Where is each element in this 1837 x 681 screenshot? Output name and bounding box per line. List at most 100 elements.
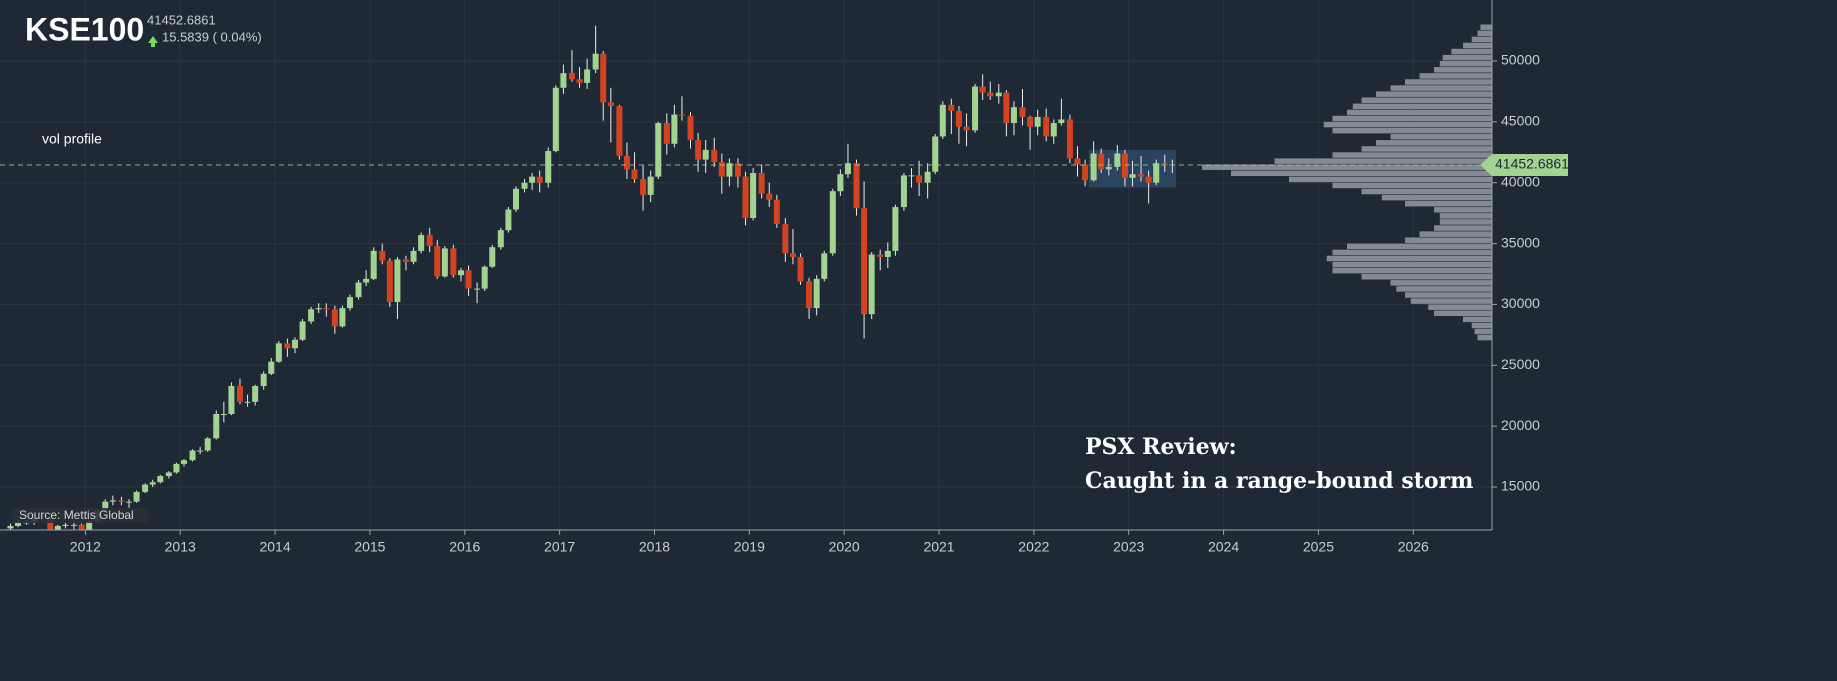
candle-body: [346, 297, 353, 309]
candle-body: [481, 266, 488, 289]
candle-body: [323, 308, 330, 310]
x-tick-label: 2019: [734, 539, 765, 555]
candle-body: [695, 140, 702, 160]
candle-body: [173, 463, 180, 473]
candle-body: [331, 309, 338, 327]
candle-body: [671, 114, 678, 144]
profile-bar: [1274, 158, 1492, 164]
profile-bar: [1451, 48, 1492, 55]
profile-bar: [1405, 237, 1492, 243]
candle-body: [884, 250, 891, 257]
candle-body: [932, 136, 939, 172]
y-tick-label: 50000: [1501, 52, 1540, 68]
profile-bar: [1405, 200, 1492, 207]
candle-body: [766, 193, 773, 200]
candle-body: [394, 259, 401, 303]
candle-body: [54, 525, 61, 530]
candle-body: [545, 151, 552, 183]
profile-bar: [1326, 255, 1492, 262]
candle-body: [655, 123, 662, 177]
candle-body: [987, 92, 994, 97]
x-tick-label: 2017: [544, 539, 575, 555]
candle-body: [1105, 166, 1112, 170]
profile-bar: [1463, 42, 1492, 49]
candle-body: [607, 102, 614, 107]
candle-body: [979, 86, 986, 93]
candles: [7, 25, 1177, 530]
profile-bar: [1442, 54, 1492, 61]
candle-body: [853, 163, 860, 209]
candle-body: [1098, 153, 1105, 170]
candle-body: [789, 253, 796, 257]
chart-title: KSE100: [25, 11, 144, 47]
candle-body: [1082, 164, 1089, 181]
candle-body: [868, 254, 875, 315]
candle-body: [1129, 174, 1136, 178]
profile-bar: [1361, 97, 1492, 103]
up-arrow: [148, 36, 158, 47]
x-tick-label: 2014: [259, 539, 290, 555]
profile-bar: [1332, 249, 1492, 256]
last-price-label: 41452.6861: [1495, 156, 1568, 172]
x-tick-label: 2015: [354, 539, 385, 555]
candle-body: [284, 343, 291, 349]
x-tick-label: 2025: [1303, 539, 1334, 555]
y-tick-label: 30000: [1501, 295, 1540, 311]
candle-body: [315, 308, 322, 310]
profile-bar: [1347, 243, 1492, 250]
candle-body: [426, 235, 433, 247]
profile-bar: [1332, 115, 1492, 122]
candle-body: [861, 208, 868, 315]
profile-bar: [1390, 134, 1492, 140]
candle-body: [1043, 116, 1050, 137]
candle-body: [750, 172, 757, 219]
profile-bar: [1323, 121, 1492, 128]
candle-body: [711, 149, 718, 163]
profile-bar: [1419, 231, 1492, 237]
candle-body: [647, 176, 654, 195]
candle-body: [1058, 119, 1065, 124]
candle-body: [339, 308, 346, 327]
candle-body: [457, 270, 464, 276]
profile-bar: [1471, 36, 1492, 43]
candle-body: [7, 525, 14, 529]
candle-body: [474, 288, 481, 290]
candle-body: [505, 209, 512, 231]
candle-body: [244, 401, 251, 403]
x-tick-label: 2016: [449, 539, 480, 555]
profile-bar: [1434, 225, 1492, 231]
candle-body: [118, 500, 125, 502]
candle-body: [149, 482, 156, 485]
candle-body: [1066, 119, 1073, 159]
candle-body: [908, 175, 915, 177]
profile-bar: [1463, 316, 1492, 323]
candle-body: [86, 521, 93, 530]
profile-bar: [1352, 103, 1492, 110]
candle-body: [640, 179, 647, 195]
candle-body: [734, 163, 741, 177]
candle-body: [892, 207, 899, 251]
candle-body: [379, 250, 386, 261]
candle-body: [576, 79, 583, 83]
candle-body: [102, 501, 109, 511]
profile-bar: [1405, 79, 1492, 85]
profile-bar: [1474, 328, 1492, 335]
candle-body: [275, 343, 282, 362]
candle-body: [1074, 158, 1081, 165]
candle-body: [900, 175, 907, 208]
change: 15.5839 ( 0.04%): [162, 29, 262, 44]
profile-bar: [1410, 298, 1492, 304]
candle-body: [62, 524, 69, 526]
candle-body: [512, 188, 519, 210]
x-tick-label: 2024: [1208, 539, 1239, 555]
page: {"chart_data": {"type": "candlestick", "…: [0, 0, 1568, 555]
candle-body: [616, 106, 623, 156]
candle-body: [189, 450, 196, 461]
candle-body: [916, 175, 923, 183]
candle-body: [1003, 92, 1010, 124]
candle-body: [465, 270, 472, 289]
candle-body: [773, 199, 780, 225]
profile-bar: [1439, 213, 1492, 219]
candle-body: [963, 126, 970, 131]
candle-body: [560, 73, 567, 88]
